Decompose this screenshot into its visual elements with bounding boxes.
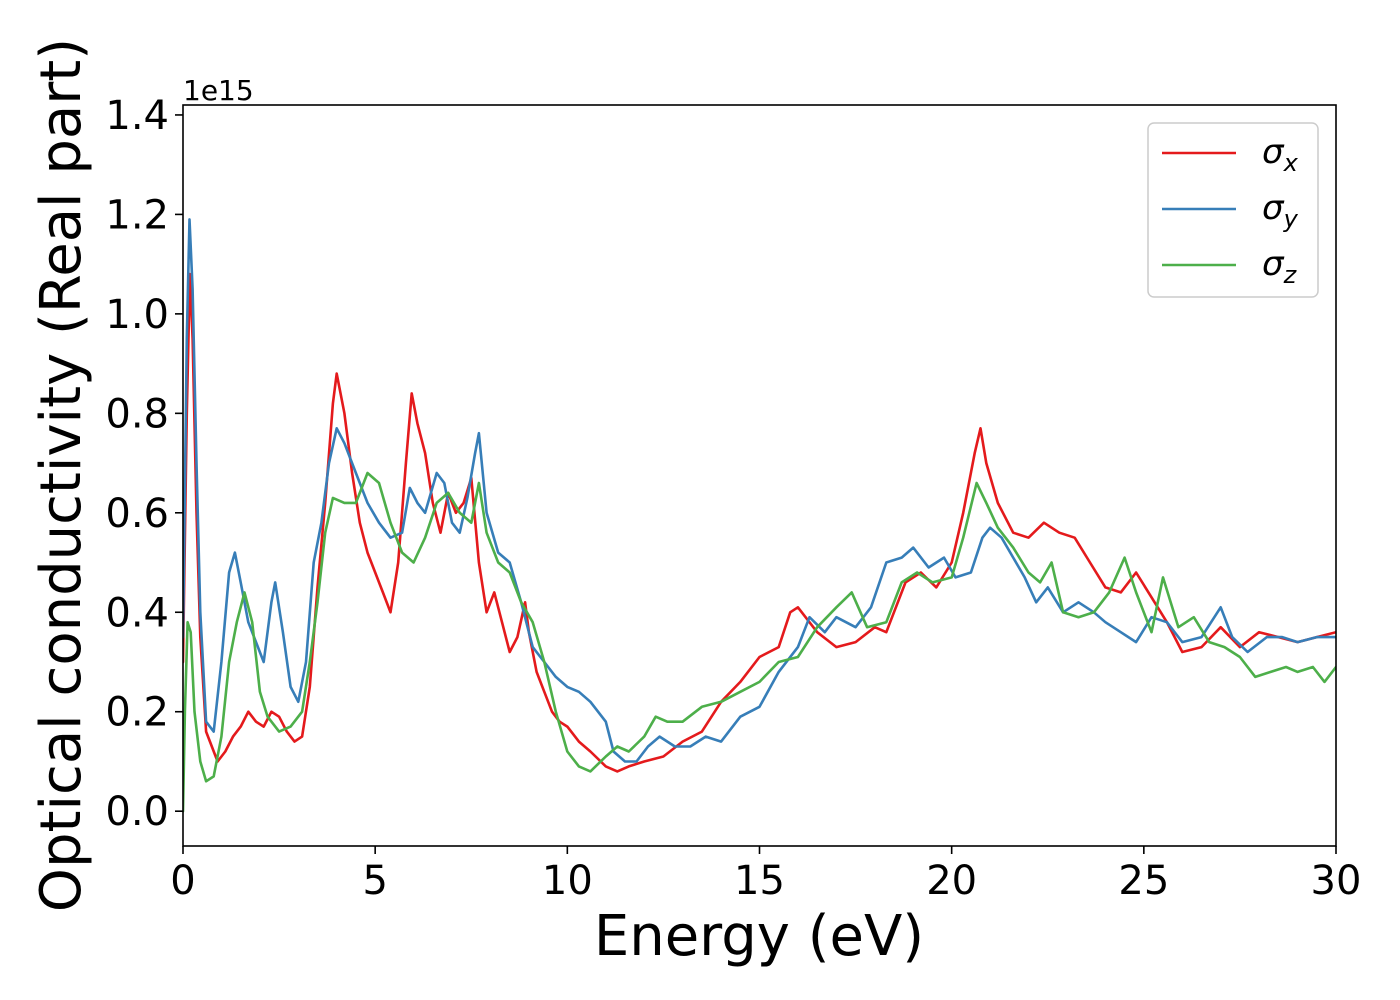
x-tick-label: 25 [1118,858,1169,904]
x-axis-ticks: 0 5 10 15 20 25 30 [170,846,1361,904]
x-tick-label: 15 [734,858,785,904]
y-axis-ticks: 0.0 0.2 0.4 0.6 0.8 1.0 1.2 1.4 [105,93,183,835]
y-tick-label: 1.4 [105,93,169,139]
x-axis-label: Energy (eV) [594,904,924,969]
y-tick-label: 0.6 [105,491,169,537]
y-axis-label: Optical conductivity (Real part) [29,38,94,912]
y-offset-label: 1e15 [183,74,254,107]
y-tick-label: 1.0 [105,292,169,338]
x-tick-label: 0 [170,858,195,904]
series-layer [183,218,1336,813]
x-tick-label: 30 [1311,858,1362,904]
y-tick-label: 0.8 [105,391,169,437]
series-line-x [183,272,1336,773]
y-tick-label: 0.0 [105,789,169,835]
y-tick-label: 0.4 [105,590,169,636]
x-tick-label: 20 [926,858,977,904]
x-tick-label: 5 [362,858,387,904]
series-line-y [183,218,1336,763]
y-tick-label: 1.2 [105,192,169,238]
x-tick-label: 10 [542,858,593,904]
series-line-z [183,471,1336,813]
y-tick-label: 0.2 [105,690,169,736]
